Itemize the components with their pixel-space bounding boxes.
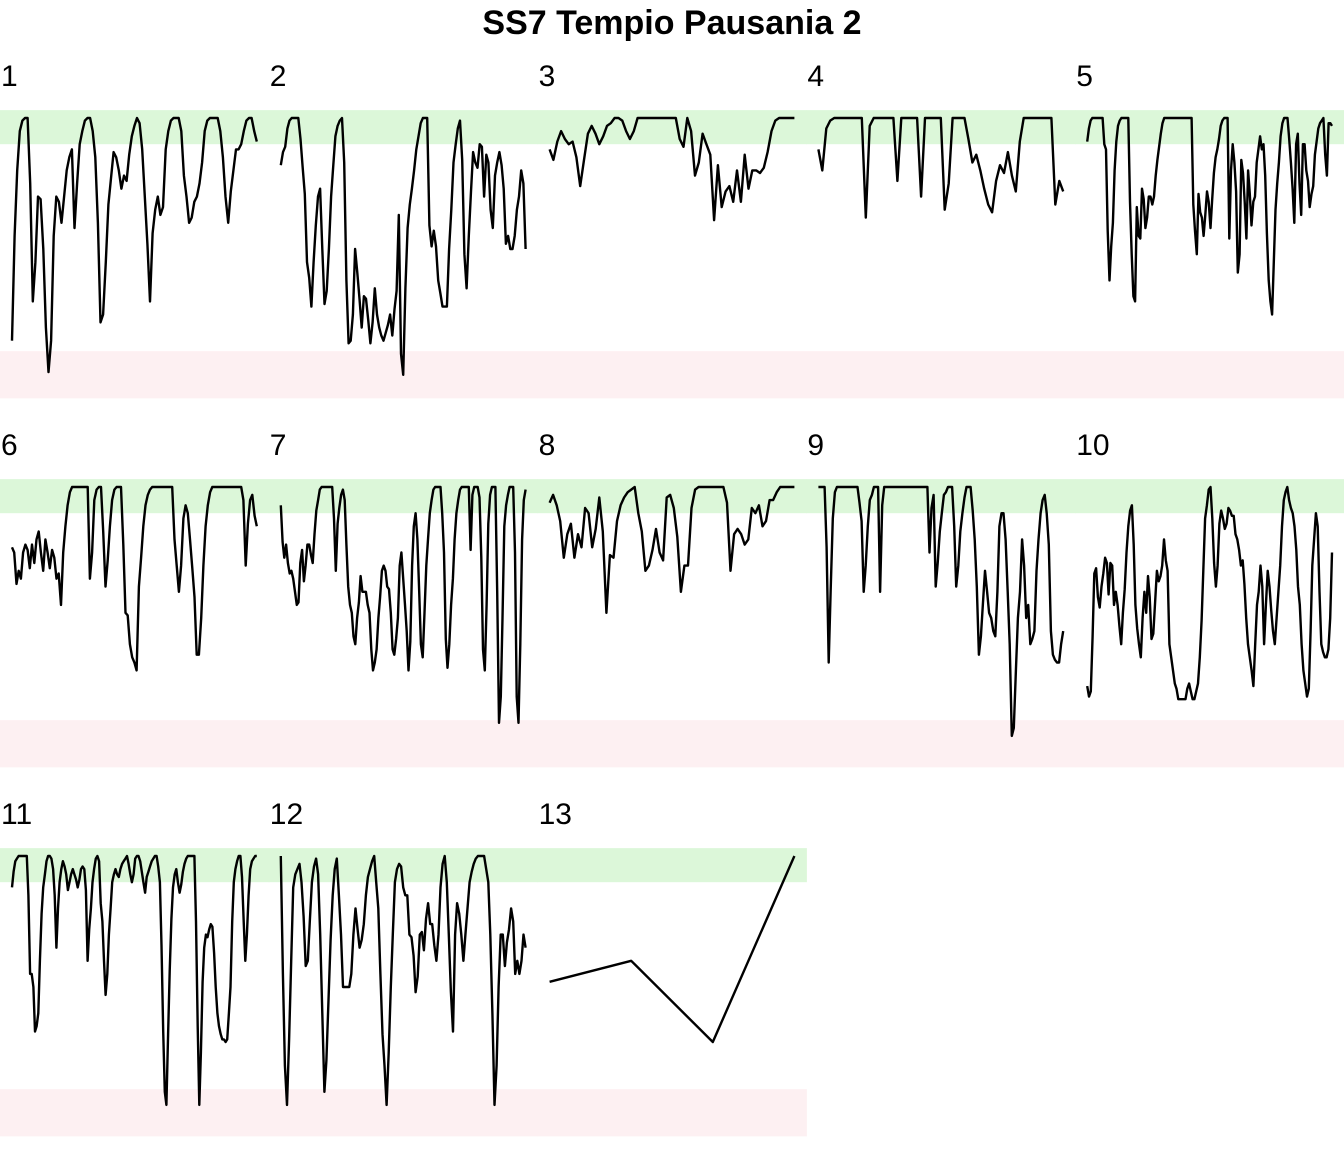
panel-9: 9 — [806, 429, 1076, 768]
series-line-12 — [279, 854, 527, 1107]
panel-5: 5 — [1075, 60, 1344, 399]
band-low-10 — [1075, 720, 1344, 768]
panel-label-3: 3 — [539, 60, 556, 93]
band-low-12 — [268, 1089, 539, 1137]
series-line-8 — [548, 485, 795, 614]
panel-label-13: 13 — [539, 798, 572, 831]
panel-label-9: 9 — [807, 429, 824, 462]
band-high-5 — [1075, 110, 1344, 145]
series-line-6 — [10, 485, 258, 672]
band-low-9 — [806, 720, 1076, 768]
band-low-1 — [0, 351, 270, 399]
series-line-1 — [10, 116, 258, 374]
panel-13: 13 — [537, 798, 807, 1137]
band-low-8 — [537, 720, 807, 768]
panel-1: 1 — [0, 60, 270, 399]
panel-10: 10 — [1075, 429, 1344, 768]
band-high-2 — [268, 110, 539, 145]
panel-label-5: 5 — [1076, 60, 1093, 93]
panel-4: 4 — [806, 60, 1076, 399]
panel-label-12: 12 — [270, 798, 303, 831]
series-line-13 — [549, 855, 796, 1044]
panel-12: 12 — [268, 798, 539, 1137]
series-line-11 — [10, 854, 257, 1107]
panel-2: 2 — [268, 60, 539, 399]
series-line-4 — [817, 116, 1065, 219]
panel-11: 11 — [0, 798, 270, 1137]
band-low-6 — [0, 720, 270, 768]
band-low-3 — [537, 351, 807, 399]
band-high-12 — [268, 848, 539, 883]
band-high-8 — [537, 479, 807, 514]
panel-label-1: 1 — [1, 60, 18, 93]
series-line-10 — [1086, 485, 1334, 701]
panel-6: 6 — [0, 429, 270, 768]
band-low-11 — [0, 1089, 270, 1137]
panel-3: 3 — [537, 60, 807, 399]
panel-label-6: 6 — [1, 429, 18, 462]
series-line-9 — [818, 485, 1065, 738]
series-line-7 — [279, 485, 527, 724]
panel-label-11: 11 — [1, 798, 32, 831]
panel-label-7: 7 — [270, 429, 287, 462]
series-line-5 — [1086, 116, 1334, 316]
chart-title: SS7 Tempio Pausania 2 — [482, 4, 862, 42]
panel-8: 8 — [537, 429, 807, 768]
band-high-7 — [268, 479, 539, 514]
panel-7: 7 — [268, 429, 539, 768]
panel-label-2: 2 — [270, 60, 287, 93]
series-line-2 — [279, 116, 527, 376]
band-low-13 — [537, 1089, 807, 1137]
band-low-4 — [806, 351, 1076, 399]
band-high-9 — [806, 479, 1076, 514]
panel-label-4: 4 — [807, 60, 824, 93]
series-line-3 — [548, 116, 795, 222]
band-high-3 — [537, 110, 807, 145]
band-high-6 — [0, 479, 270, 514]
band-high-10 — [1075, 479, 1344, 514]
band-low-7 — [268, 720, 539, 768]
panel-label-10: 10 — [1076, 429, 1109, 462]
panel-label-8: 8 — [539, 429, 556, 462]
band-high-13 — [537, 848, 807, 883]
band-low-5 — [1075, 351, 1344, 399]
